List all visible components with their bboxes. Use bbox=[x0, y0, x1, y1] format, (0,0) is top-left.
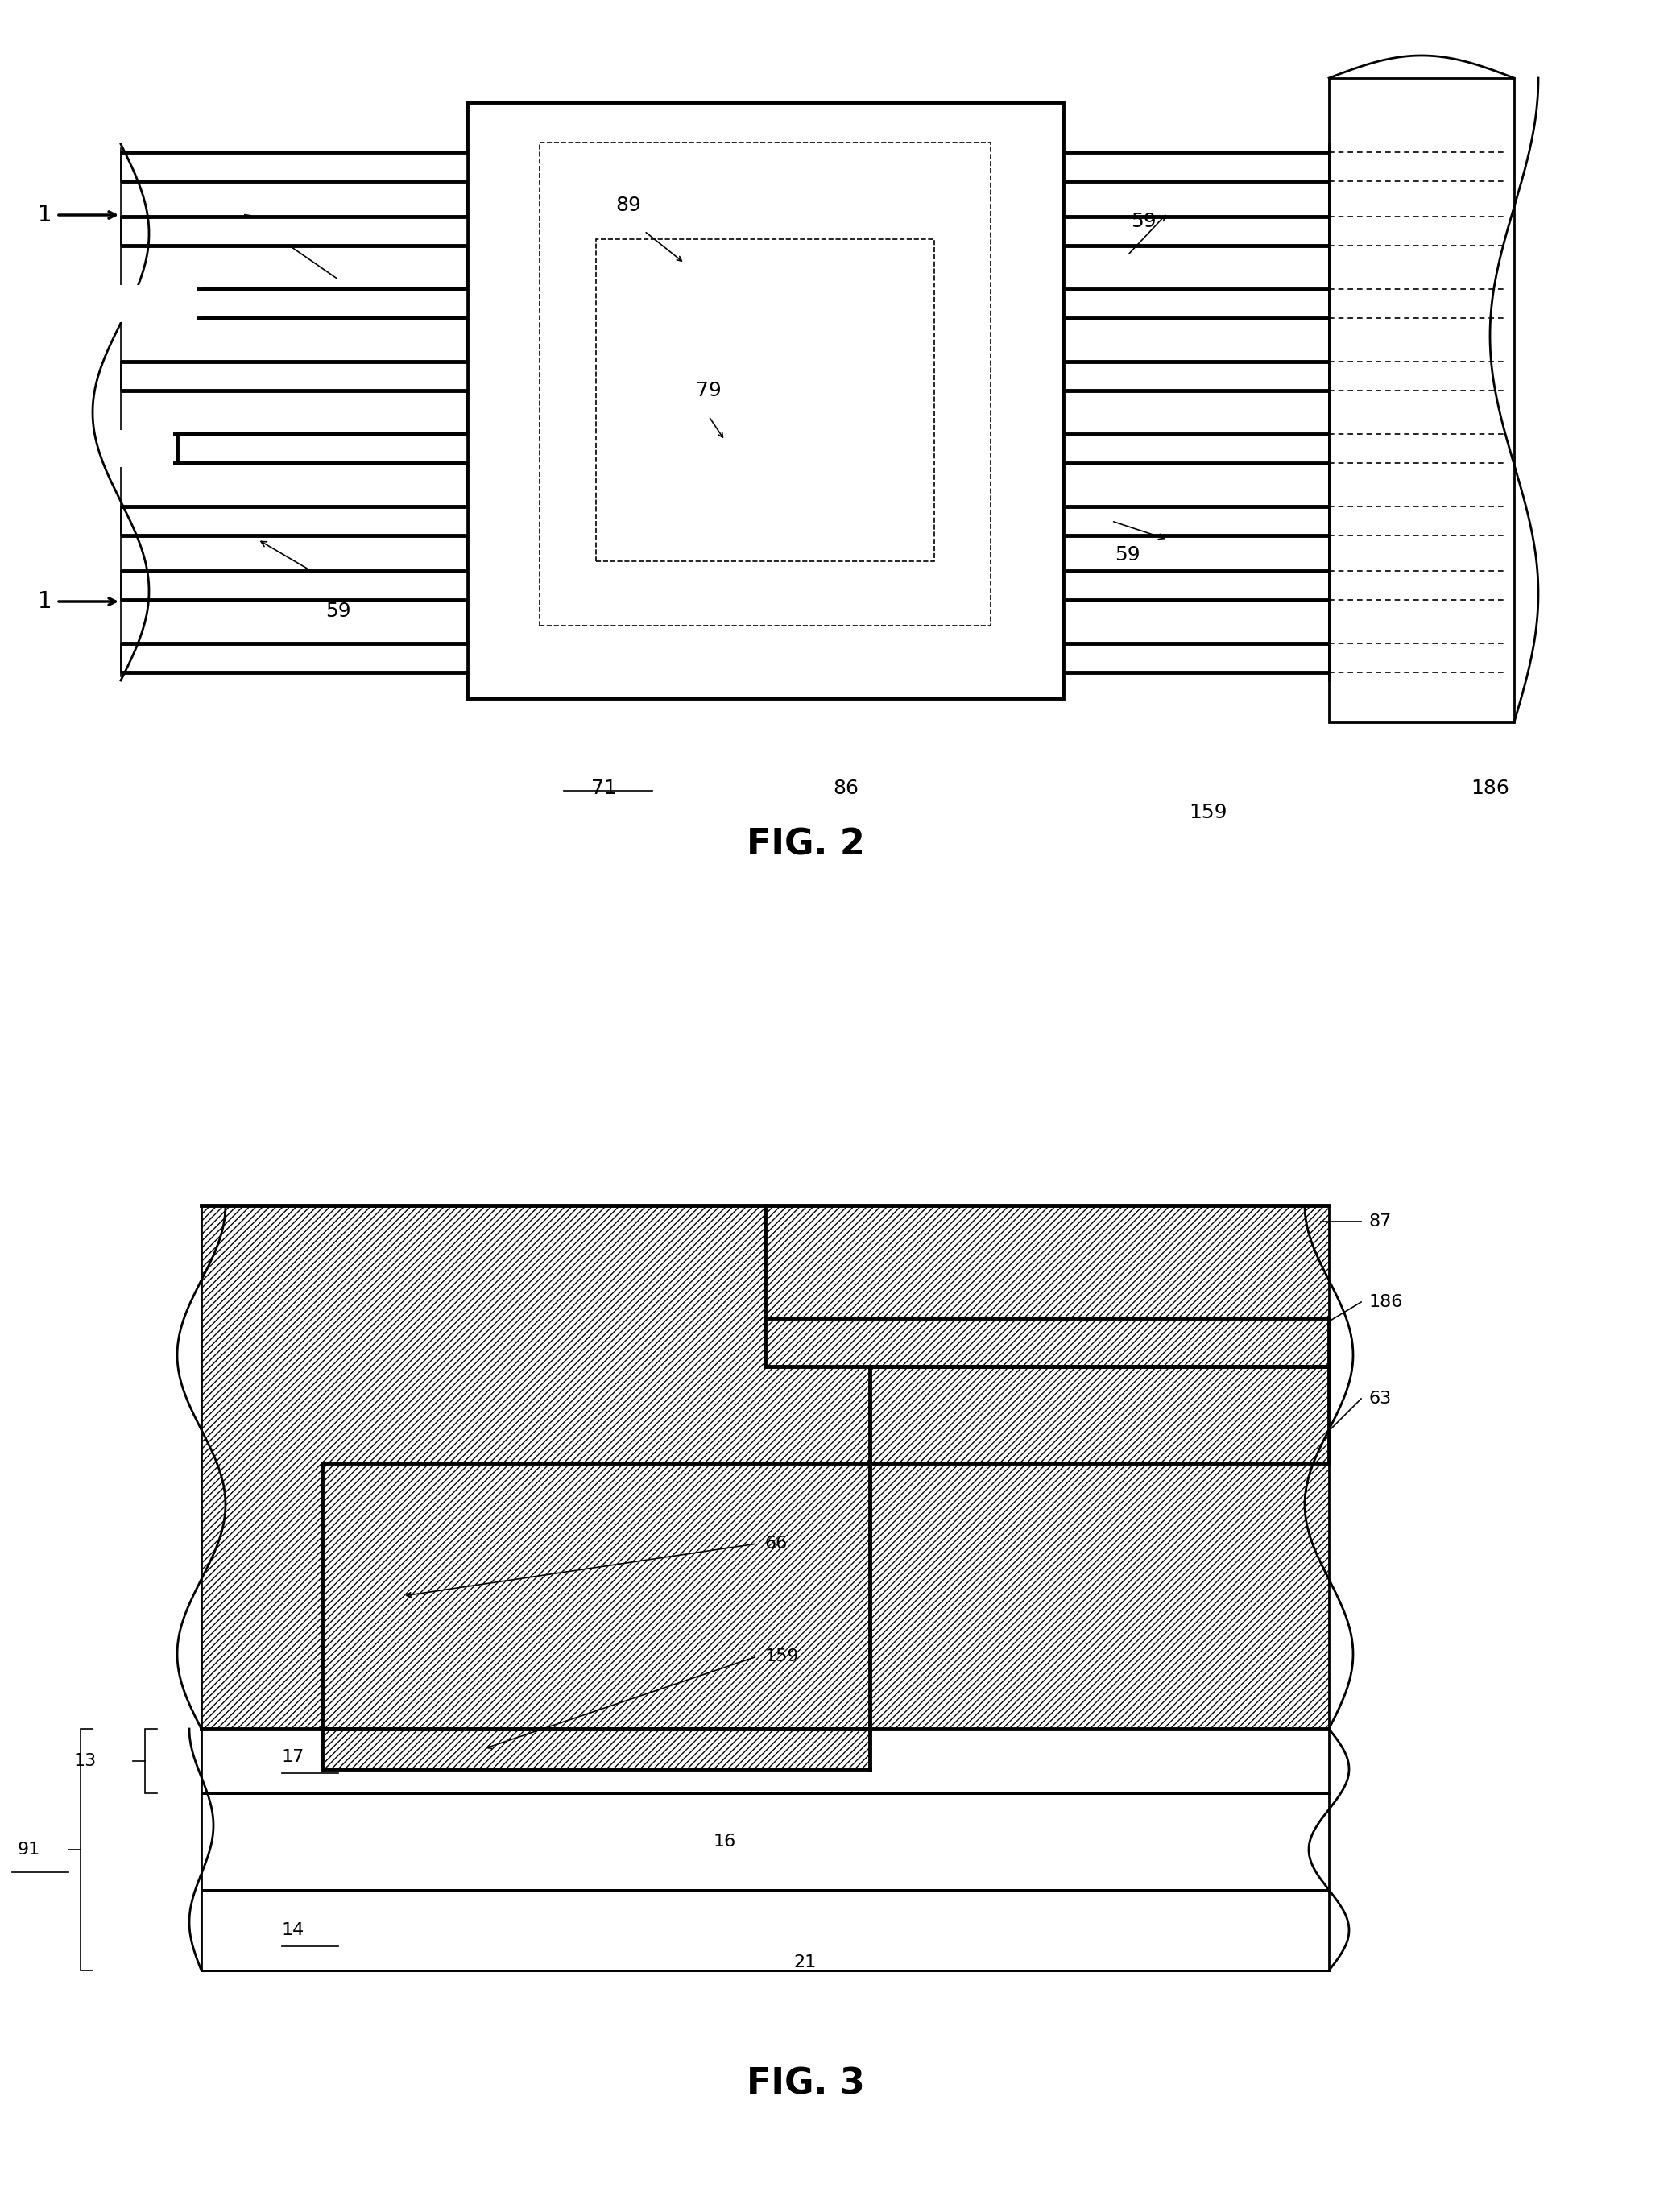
Polygon shape bbox=[120, 507, 466, 535]
Text: 13: 13 bbox=[74, 1754, 97, 1770]
Polygon shape bbox=[120, 644, 466, 672]
Text: 59: 59 bbox=[1130, 212, 1157, 230]
Text: 59: 59 bbox=[1115, 544, 1140, 564]
Text: 19: 19 bbox=[950, 1391, 973, 1407]
Polygon shape bbox=[323, 1462, 869, 1730]
Polygon shape bbox=[201, 1889, 1329, 1971]
Polygon shape bbox=[466, 102, 1063, 699]
Text: 71: 71 bbox=[592, 779, 617, 799]
Text: 79: 79 bbox=[696, 380, 722, 400]
Polygon shape bbox=[201, 1794, 1329, 1889]
Polygon shape bbox=[112, 285, 197, 323]
Text: 89: 89 bbox=[615, 195, 640, 215]
Text: 1: 1 bbox=[38, 591, 52, 613]
Text: 87: 87 bbox=[1369, 1214, 1391, 1230]
Polygon shape bbox=[120, 571, 466, 599]
Polygon shape bbox=[201, 1206, 1329, 1730]
Text: 16: 16 bbox=[714, 1834, 736, 1849]
Polygon shape bbox=[120, 217, 466, 246]
Text: 63: 63 bbox=[1369, 1391, 1391, 1407]
Text: 91: 91 bbox=[17, 1843, 40, 1858]
Text: 59: 59 bbox=[326, 602, 351, 622]
Polygon shape bbox=[120, 153, 466, 181]
Polygon shape bbox=[323, 1730, 869, 1770]
Polygon shape bbox=[1329, 77, 1515, 723]
Text: 14: 14 bbox=[283, 1922, 304, 1938]
Text: 86: 86 bbox=[833, 779, 858, 799]
Polygon shape bbox=[120, 290, 466, 319]
Text: 66: 66 bbox=[766, 1535, 788, 1551]
Text: 159: 159 bbox=[766, 1648, 799, 1663]
Text: 186: 186 bbox=[1369, 1294, 1403, 1310]
Text: 1: 1 bbox=[38, 204, 52, 226]
Text: 159: 159 bbox=[1189, 803, 1227, 823]
Polygon shape bbox=[869, 1367, 1329, 1462]
Polygon shape bbox=[766, 1318, 1329, 1367]
Text: FIG. 3: FIG. 3 bbox=[746, 2066, 864, 2101]
Polygon shape bbox=[112, 429, 174, 467]
Polygon shape bbox=[201, 1730, 1329, 1794]
Polygon shape bbox=[120, 434, 466, 462]
Polygon shape bbox=[120, 361, 466, 392]
Text: 186: 186 bbox=[1471, 779, 1510, 799]
Text: 59: 59 bbox=[358, 228, 383, 248]
Text: FIG. 2: FIG. 2 bbox=[746, 827, 864, 863]
Text: 17: 17 bbox=[283, 1750, 304, 1765]
Text: 21: 21 bbox=[794, 1955, 816, 1971]
